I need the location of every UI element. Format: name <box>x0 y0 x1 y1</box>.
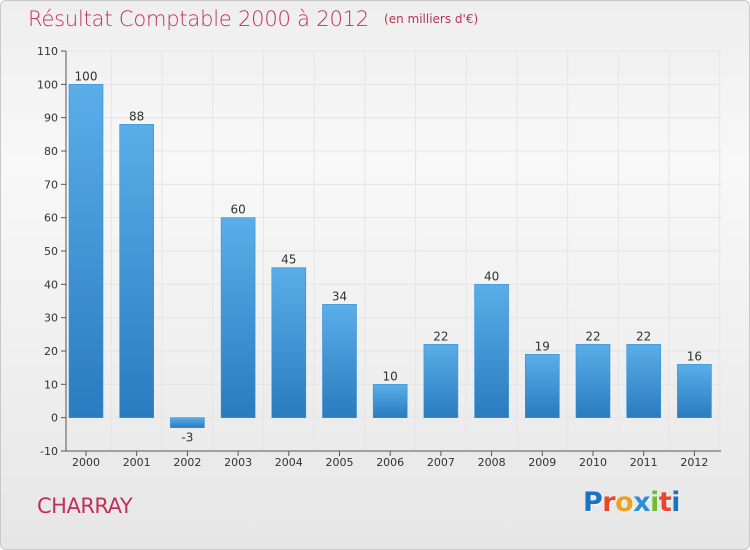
x-tick-label: 2010 <box>579 456 607 469</box>
x-tick-label: 2012 <box>680 456 708 469</box>
bar <box>68 84 104 418</box>
y-tick-label: 50 <box>44 245 58 258</box>
bar-value-label: 100 <box>75 69 98 83</box>
bar <box>626 344 662 418</box>
bar <box>322 304 357 418</box>
bar <box>474 284 509 418</box>
y-tick-label: 80 <box>44 145 58 158</box>
x-tick-label: 2003 <box>224 456 252 469</box>
bar-value-label: 60 <box>230 203 245 217</box>
bar-value-label: 40 <box>484 269 499 283</box>
x-tick-label: 2011 <box>630 456 658 469</box>
labels: -10 0 10 20 30 40 50 60 70 80 90 100 110 100 2000 88 200… <box>37 45 708 469</box>
x-tick-label: 2000 <box>72 456 100 469</box>
bar-value-label: 16 <box>687 349 702 363</box>
brand-letter: o <box>615 487 634 518</box>
y-tick-label: -10 <box>40 445 58 458</box>
y-tick-label: 10 <box>44 378 58 391</box>
y-tick-label: 0 <box>51 412 58 425</box>
y-tick-label: 100 <box>37 78 58 91</box>
bars <box>68 84 712 428</box>
brand-letter: x <box>633 487 651 518</box>
bar-value-label: 22 <box>433 329 448 343</box>
bar <box>170 417 205 428</box>
bar <box>524 354 560 418</box>
x-tick-label: 2009 <box>528 456 556 469</box>
y-tick-label: 60 <box>44 212 58 225</box>
chart-unit: (en milliers d'€) <box>384 12 479 26</box>
bar-value-label: 10 <box>383 369 398 383</box>
commune-name: CHARRAY <box>37 494 133 518</box>
brand-letter: r <box>602 487 616 518</box>
x-tick-label: 2001 <box>123 456 151 469</box>
bar <box>220 217 256 418</box>
bar <box>575 344 611 418</box>
bar-value-label: 88 <box>129 109 144 123</box>
x-tick-label: 2006 <box>376 456 404 469</box>
x-tick-label: 2005 <box>326 456 354 469</box>
y-tick-label: 40 <box>44 278 58 291</box>
chart-title: Résultat Comptable 2000 à 2012 <box>28 7 369 31</box>
x-tick-label: 2008 <box>478 456 506 469</box>
y-tick-label: 20 <box>44 345 58 358</box>
y-tick-label: 70 <box>44 178 58 191</box>
y-tick-label: 110 <box>37 45 58 58</box>
bar-value-label: 45 <box>281 253 296 267</box>
axes <box>61 50 721 456</box>
x-tick-label: 2002 <box>173 456 201 469</box>
bar <box>677 364 712 418</box>
y-tick-label: 90 <box>44 112 58 125</box>
brand-letter: i <box>671 487 681 518</box>
x-tick-label: 2004 <box>275 456 303 469</box>
bar-value-label: 19 <box>535 339 550 353</box>
brand-letter: i <box>650 487 659 518</box>
bar <box>271 267 307 418</box>
brand-logo: Proxiti <box>583 487 681 518</box>
x-tick-label: 2007 <box>427 456 455 469</box>
bar-value-label: 22 <box>636 329 651 343</box>
brand-letter: P <box>583 487 603 518</box>
chart-header: Résultat Comptable 2000 à 2012 (en milli… <box>28 7 478 31</box>
bar-value-label: -3 <box>181 431 193 445</box>
bar <box>119 124 154 418</box>
bar-value-label: 22 <box>585 329 600 343</box>
bar <box>372 384 408 418</box>
bar-value-label: 34 <box>332 289 347 303</box>
bar <box>423 344 459 418</box>
y-tick-label: 30 <box>44 312 58 325</box>
brand-letter: t <box>658 487 672 518</box>
